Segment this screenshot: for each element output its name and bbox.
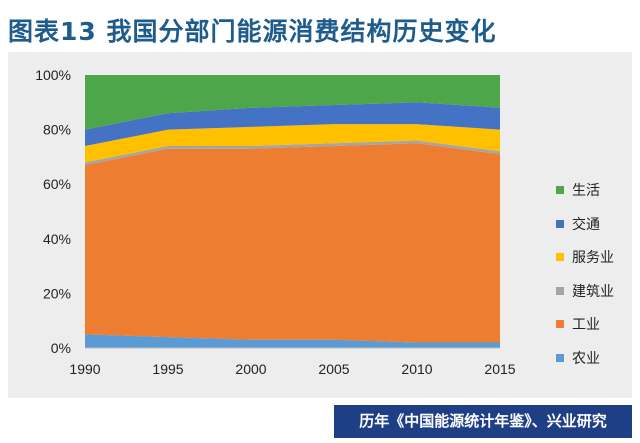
legend-item: 农业 <box>556 347 614 370</box>
y-tick-label: 40% <box>43 231 71 247</box>
x-tick-label: 2010 <box>401 361 432 377</box>
legend-label: 建筑业 <box>572 283 614 300</box>
area-series-1 <box>85 143 500 343</box>
area-series-3 <box>85 124 500 163</box>
source-banner: 历年《中国能源统计年鉴》、兴业研究 <box>334 405 632 438</box>
legend-swatch <box>556 219 564 228</box>
legend-item: 服务业 <box>556 246 614 269</box>
legend-label: 交通 <box>572 216 600 233</box>
legend-swatch <box>556 253 564 262</box>
x-tick-label: 1990 <box>69 361 100 377</box>
area-series-4 <box>85 102 500 146</box>
legend-swatch <box>556 320 564 329</box>
legend-label: 生活 <box>572 183 600 200</box>
y-tick-label: 0% <box>51 340 71 356</box>
x-tick-label: 1995 <box>152 361 183 377</box>
legend: 生活交通服务业建筑业工业农业 <box>556 179 614 380</box>
y-tick-label: 80% <box>43 122 71 138</box>
legend-label: 服务业 <box>572 250 614 267</box>
legend-label: 工业 <box>572 317 600 334</box>
legend-item: 工业 <box>556 313 614 336</box>
legend-item: 建筑业 <box>556 280 614 303</box>
area-series-5 <box>85 75 500 130</box>
legend-item: 交通 <box>556 213 614 236</box>
y-tick-label: 60% <box>43 176 71 192</box>
legend-swatch <box>556 186 564 195</box>
chart-panel: 0% 20% 40% 60% 80% 100% 1990 1995 2000 2005 2010 20… <box>8 52 632 398</box>
y-tick-label: 20% <box>43 285 71 301</box>
x-tick-label: 2000 <box>235 361 266 377</box>
legend-swatch <box>556 353 564 362</box>
legend-label: 农业 <box>572 350 600 367</box>
stacked-area-chart: 0% 20% 40% 60% 80% 100% 1990 1995 2000 2005 2010 20… <box>35 67 516 377</box>
chart-title: 图表13 我国分部门能源消费结构历史变化 <box>8 17 497 46</box>
x-tick-label: 2015 <box>484 361 515 377</box>
x-tick-label: 2005 <box>318 361 349 377</box>
area-series-2 <box>85 140 500 166</box>
y-tick-label: 100% <box>35 67 71 83</box>
area-series-0 <box>85 334 500 348</box>
legend-swatch <box>556 286 564 295</box>
legend-item: 生活 <box>556 179 614 202</box>
